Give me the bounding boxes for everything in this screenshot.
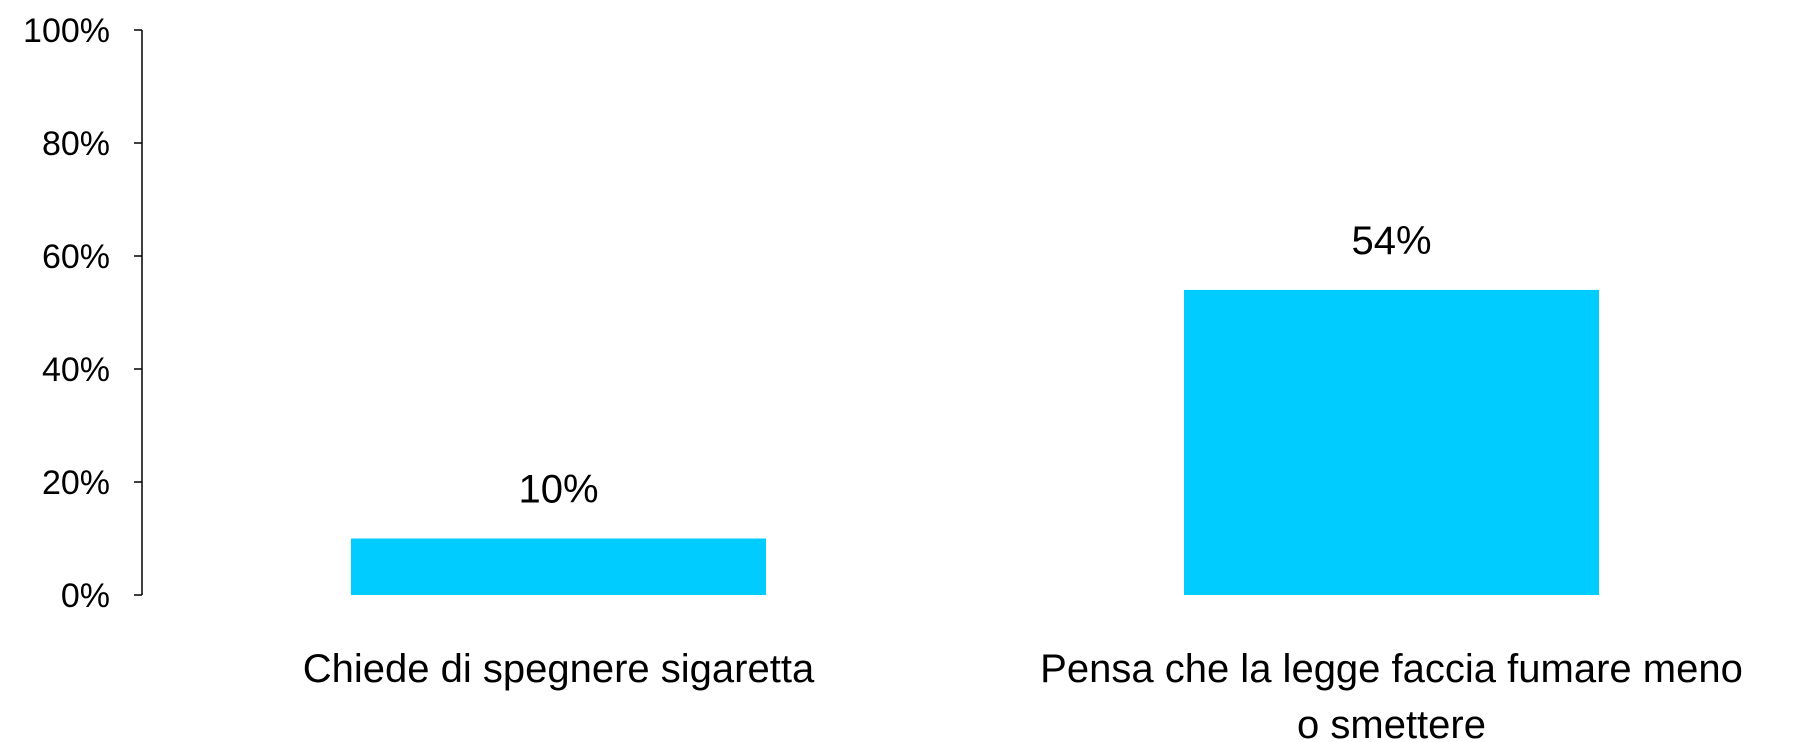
x-axis-labels: Chiede di spegnere sigaretta Pensa che la… — [303, 647, 1743, 742]
bar — [351, 538, 766, 595]
y-tick-label: 60% — [42, 238, 110, 276]
y-tick-label: 80% — [42, 125, 110, 163]
x-category-label: Pensa che la legge faccia fumare meno — [1040, 647, 1743, 691]
y-tick-label: 20% — [42, 464, 110, 502]
data-label: 10% — [518, 468, 598, 512]
bars — [351, 289, 1599, 595]
data-labels: 10% 54% — [518, 219, 1431, 512]
x-category-label: o smettere — [1297, 703, 1486, 742]
data-label: 54% — [1351, 219, 1431, 263]
y-tick-label: 40% — [42, 351, 110, 389]
y-tick-label: 0% — [61, 577, 110, 615]
y-tick-label: 100% — [23, 12, 110, 50]
bar — [1184, 289, 1599, 595]
y-axis: 0% 20% 40% 60% 80% 100% — [23, 12, 143, 615]
x-category-label: Chiede di spegnere sigaretta — [303, 647, 815, 691]
